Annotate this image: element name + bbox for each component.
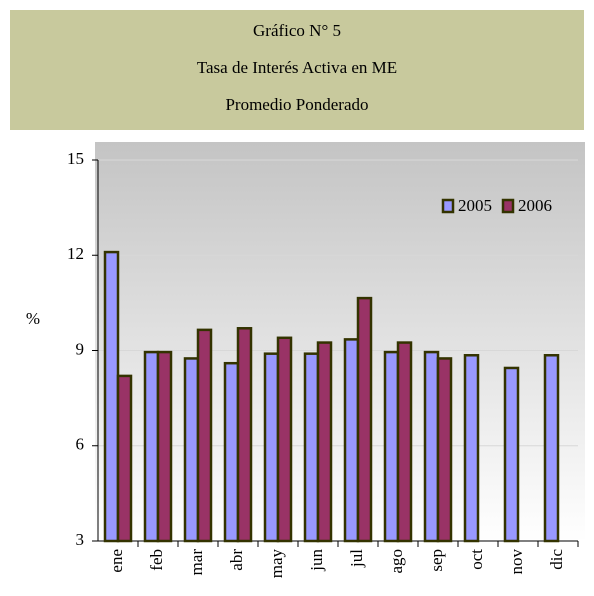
bar [263,352,280,543]
y-tick-label: 12 [67,244,84,263]
chart-title: Tasa de Interés Activa en ME [197,58,397,77]
chart-title: Gráfico N° 5 [253,21,341,40]
x-tick-label: feb [147,549,166,571]
title-box [10,10,584,130]
x-tick-label: sep [427,549,446,572]
bar [156,350,173,543]
legend-label: 2006 [518,196,552,215]
y-tick-label: 6 [76,435,85,454]
bar [223,361,240,543]
x-tick-label: jun [307,549,326,572]
x-tick-label: mar [187,549,206,576]
y-tick-label: 3 [76,530,85,549]
legend-swatch [501,198,515,214]
bar [303,352,320,543]
bar [396,341,413,543]
chart-title: Promedio Ponderado [225,95,368,114]
y-tick-label: 15 [67,149,84,168]
bar [143,350,160,543]
y-tick-label: 9 [76,339,85,358]
bar [436,357,453,543]
x-tick-label: ago [387,549,406,574]
bar [116,374,133,543]
x-tick-label: may [267,549,286,579]
x-tick-label: nov [507,549,526,575]
bar [316,341,333,543]
bar [183,357,200,543]
bar [236,327,253,543]
x-tick-label: oct [467,549,486,570]
x-tick-label: jul [347,549,366,568]
bar [543,354,560,543]
bar [503,366,520,543]
bar [463,354,480,543]
bar [103,250,120,543]
x-tick-label: ene [107,549,126,573]
bar [383,350,400,543]
legend-label: 2005 [458,196,492,215]
bar [196,328,213,543]
legend-swatch [441,198,455,214]
bar [343,338,360,543]
bar [423,350,440,543]
x-tick-label: dic [547,549,566,570]
y-axis-label: % [26,309,40,328]
bar [276,336,293,543]
x-tick-label: abr [227,549,246,571]
bar [356,296,373,543]
